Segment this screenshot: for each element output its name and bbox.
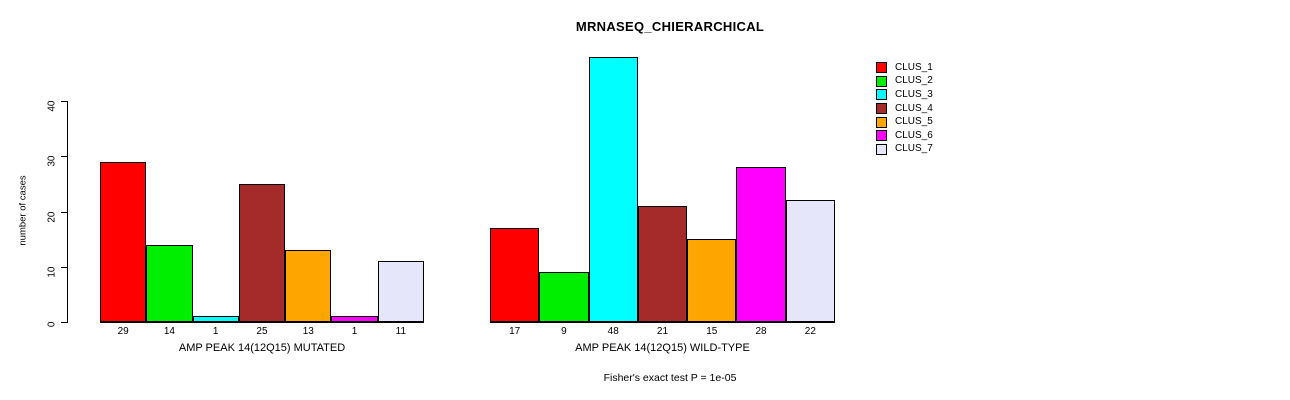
bar[interactable] — [331, 316, 378, 322]
legend-item[interactable]: CLUS_4 — [876, 102, 933, 116]
y-axis-tick — [61, 266, 67, 268]
bar-value-label: 9 — [561, 326, 567, 337]
legend-color-swatch — [876, 62, 887, 74]
legend-color-swatch — [876, 143, 887, 155]
y-axis-tick — [61, 156, 67, 158]
bar[interactable] — [687, 239, 737, 322]
legend-item[interactable]: CLUS_5 — [876, 115, 933, 129]
bar-value-label: 15 — [706, 326, 718, 337]
legend-item-label: CLUS_2 — [895, 75, 933, 87]
bar-value-label: 22 — [804, 326, 816, 337]
bar-value-label: 21 — [656, 326, 669, 337]
legend-item-label: CLUS_6 — [895, 129, 933, 141]
y-axis-tick-label: 30 — [46, 155, 58, 167]
bar-value-label: 17 — [509, 326, 521, 337]
bar[interactable] — [736, 167, 786, 322]
bar-value-label: 29 — [117, 326, 129, 337]
y-axis-tick-label: 20 — [46, 211, 58, 223]
y-axis-tick — [61, 101, 67, 102]
bar[interactable] — [490, 228, 540, 322]
y-axis-tick — [61, 211, 67, 213]
bar-group — [490, 40, 835, 322]
x-axis-line — [100, 322, 424, 323]
x-axis-line — [490, 322, 835, 323]
bar-value-label: 1 — [212, 326, 219, 337]
legend-color-swatch — [876, 103, 887, 115]
legend-color-swatch — [876, 116, 887, 128]
legend-item-label: CLUS_7 — [895, 143, 933, 155]
y-axis-tick-label: 0 — [46, 321, 58, 328]
bar-value-label: 1 — [351, 326, 358, 337]
legend-item-label: CLUS_1 — [895, 61, 933, 73]
bar[interactable] — [100, 161, 147, 322]
statistical-annotation: Fisher's exact test P = 1e-05 — [603, 372, 737, 384]
legend-color-swatch — [876, 130, 887, 142]
legend-item-label: CLUS_3 — [895, 88, 933, 100]
bar-value-label: 25 — [256, 326, 268, 337]
legend-color-swatch — [876, 75, 887, 87]
legend-item-label: CLUS_5 — [895, 116, 933, 128]
y-axis-tick — [61, 322, 67, 323]
bar[interactable] — [377, 261, 424, 322]
legend-item[interactable]: CLUS_3 — [876, 88, 933, 102]
bar[interactable] — [146, 244, 193, 322]
bar-value-label: 14 — [163, 326, 175, 337]
bar[interactable] — [785, 200, 835, 322]
legend-item[interactable]: CLUS_1 — [876, 61, 933, 75]
group-axis-title: AMP PEAK 14(12Q15) MUTATED — [178, 342, 346, 354]
bar-value-label: 11 — [395, 326, 407, 337]
chart-title: MRNASEQ_CHIERARCHICAL — [575, 19, 765, 34]
bar[interactable] — [238, 183, 286, 322]
bar-value-label: 28 — [755, 326, 767, 337]
bar[interactable] — [637, 205, 688, 322]
bar-value-label: 48 — [607, 326, 619, 337]
bar-group — [100, 40, 424, 322]
bar[interactable] — [588, 56, 638, 322]
bar[interactable] — [192, 316, 239, 322]
bar[interactable] — [539, 272, 589, 322]
y-axis-tick-label: 40 — [46, 100, 58, 112]
legend-item[interactable]: CLUS_2 — [876, 75, 933, 89]
legend: CLUS_1 CLUS_2 CLUS_3 CLUS_4 CLUS_5 CLUS_6 CLUS… — [876, 61, 933, 156]
bar-value-label: 13 — [302, 326, 314, 337]
y-axis-tick-label: 10 — [46, 266, 58, 278]
legend-item[interactable]: CLUS_7 — [876, 143, 933, 157]
group-axis-title: AMP PEAK 14(12Q15) WILD-TYPE — [575, 342, 750, 354]
y-axis-title: number of cases — [17, 175, 29, 246]
legend-item-label: CLUS_4 — [895, 102, 933, 114]
bar[interactable] — [285, 250, 332, 322]
legend-item[interactable]: CLUS_6 — [876, 129, 933, 143]
legend-color-swatch — [876, 89, 887, 101]
y-axis-line — [67, 101, 68, 323]
